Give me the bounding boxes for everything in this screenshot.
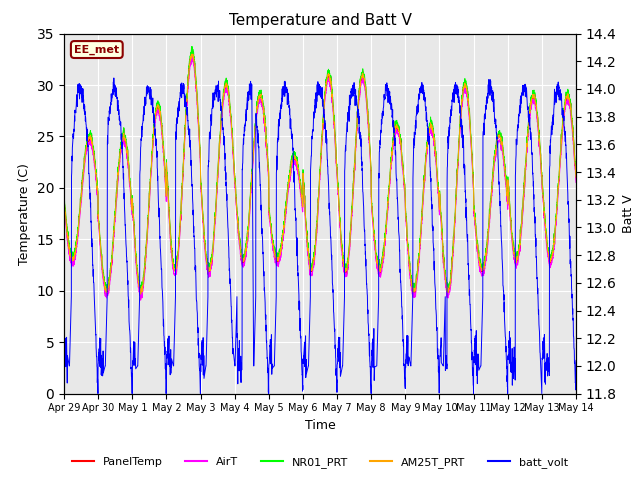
- batt_volt: [572, 358, 580, 363]
- PanelTemp: [149, 133, 157, 139]
- PanelTemp: [257, 93, 264, 99]
- batt_volt: [279, 93, 287, 98]
- PanelTemp: [572, 174, 580, 180]
- AirT: [508, 230, 515, 236]
- AM25T_PRT: [149, 136, 157, 142]
- NR01_PRT: [572, 171, 580, 177]
- Line: PanelTemp: PanelTemp: [64, 48, 576, 300]
- AirT: [563, 99, 570, 105]
- batt_volt: [60, 356, 68, 362]
- NR01_PRT: [563, 91, 570, 96]
- AirT: [257, 98, 264, 104]
- PanelTemp: [279, 231, 287, 237]
- PanelTemp: [137, 297, 145, 302]
- PanelTemp: [188, 45, 196, 50]
- batt_volt: [508, 366, 515, 372]
- Line: batt_volt: batt_volt: [64, 78, 576, 394]
- PanelTemp: [60, 190, 68, 196]
- Legend: PanelTemp, AirT, NR01_PRT, AM25T_PRT, batt_volt: PanelTemp, AirT, NR01_PRT, AM25T_PRT, ba…: [68, 452, 572, 472]
- NR01_PRT: [508, 223, 515, 228]
- NR01_PRT: [279, 229, 287, 235]
- batt_volt: [257, 188, 264, 194]
- AirT: [118, 143, 126, 149]
- Line: AM25T_PRT: AM25T_PRT: [64, 54, 576, 294]
- AirT: [188, 53, 196, 59]
- batt_volt: [149, 105, 157, 110]
- NR01_PRT: [60, 189, 68, 194]
- AirT: [60, 198, 68, 204]
- batt_volt: [119, 156, 127, 161]
- Y-axis label: Batt V: Batt V: [622, 194, 636, 233]
- AM25T_PRT: [257, 93, 264, 99]
- PanelTemp: [118, 140, 126, 146]
- AirT: [149, 141, 157, 146]
- PanelTemp: [563, 94, 570, 99]
- Line: AirT: AirT: [64, 56, 576, 300]
- AirT: [279, 237, 287, 243]
- Y-axis label: Temperature (C): Temperature (C): [18, 163, 31, 264]
- AM25T_PRT: [572, 175, 580, 180]
- AirT: [137, 297, 145, 303]
- AirT: [572, 180, 580, 185]
- batt_volt: [94, 391, 102, 396]
- AM25T_PRT: [279, 232, 287, 238]
- AM25T_PRT: [508, 224, 515, 230]
- batt_volt: [563, 156, 570, 161]
- NR01_PRT: [118, 136, 126, 142]
- PanelTemp: [508, 227, 515, 232]
- Text: EE_met: EE_met: [74, 44, 120, 55]
- batt_volt: [110, 75, 118, 81]
- Line: NR01_PRT: NR01_PRT: [64, 47, 576, 294]
- NR01_PRT: [188, 44, 196, 49]
- NR01_PRT: [257, 90, 264, 96]
- AM25T_PRT: [563, 94, 570, 100]
- NR01_PRT: [137, 291, 145, 297]
- AM25T_PRT: [188, 51, 195, 57]
- Title: Temperature and Batt V: Temperature and Batt V: [228, 13, 412, 28]
- AM25T_PRT: [60, 193, 68, 199]
- AM25T_PRT: [137, 291, 145, 297]
- X-axis label: Time: Time: [305, 419, 335, 432]
- AM25T_PRT: [118, 138, 126, 144]
- NR01_PRT: [149, 132, 157, 137]
